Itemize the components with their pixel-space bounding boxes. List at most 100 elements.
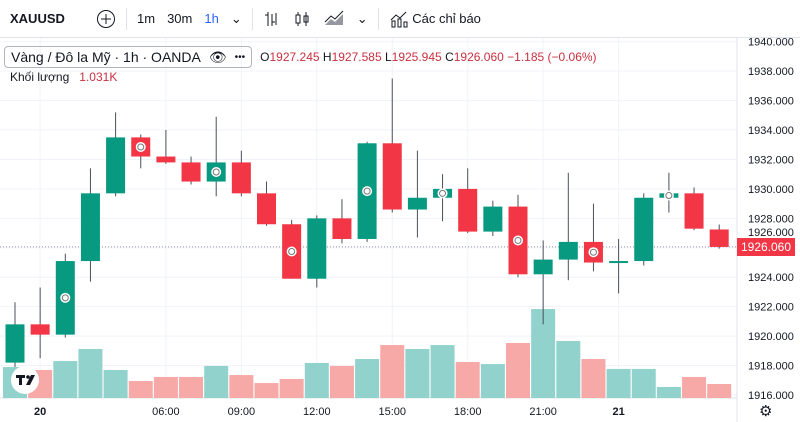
volume-bar	[682, 376, 707, 398]
volume-bar	[380, 345, 405, 398]
price-tick-label: 1936.000	[748, 96, 794, 108]
candle-bullish	[609, 261, 629, 264]
candles-style-icon[interactable]	[287, 0, 317, 38]
interval-1h[interactable]: 1h	[204, 11, 219, 26]
chart-type-chevron-down-icon[interactable]: ⌄	[356, 10, 368, 26]
event-marker-ring	[589, 248, 597, 256]
event-marker-ring	[514, 236, 522, 244]
area-style-icon[interactable]	[317, 0, 351, 38]
time-tick-label: 21	[612, 406, 624, 418]
series-title-box[interactable]: Vàng / Đô la Mỹ · 1h · OANDA 👁 •••	[4, 46, 253, 68]
ohlc-values: O1927.245 H1927.585 L1925.945 C1926.060 …	[260, 50, 596, 64]
candle-bullish	[5, 324, 25, 363]
volume-bar	[581, 359, 606, 398]
candle-bullish	[407, 197, 427, 210]
volume-bar	[128, 381, 153, 398]
time-tick-label: 09:00	[228, 406, 256, 418]
candle-bullish	[483, 206, 503, 232]
time-tick-label: 12:00	[303, 406, 331, 418]
event-marker-icon	[437, 188, 448, 199]
time-tick-label: 15:00	[378, 406, 406, 418]
divider	[251, 7, 253, 30]
volume-label: Khối lượng	[10, 70, 70, 84]
volume-bar	[707, 384, 732, 398]
indicators-icon	[390, 11, 408, 27]
series-legend: Vàng / Đô la Mỹ · 1h · OANDA 👁 ••• O1927…	[4, 46, 597, 68]
volume-bar	[78, 348, 103, 398]
price-tick-label: 1918.000	[748, 361, 794, 373]
high-value: 1927.585	[331, 50, 382, 64]
volume-bar	[153, 376, 178, 398]
change-value: −1.185 (−0.06%)	[507, 50, 597, 64]
volume-bar	[656, 387, 681, 398]
volume-bar	[631, 368, 656, 398]
open-label: O	[260, 50, 270, 64]
close-label: C	[445, 50, 454, 64]
price-tick-label: 1922.000	[748, 302, 794, 314]
event-marker-icon	[135, 141, 146, 152]
bars-style-icon[interactable]	[257, 0, 287, 38]
volume-bar	[279, 378, 304, 398]
interval-chevron-down-icon[interactable]: ⌄	[230, 10, 242, 26]
candle-bearish	[156, 156, 176, 163]
interval-1m[interactable]: 1m	[137, 11, 156, 26]
open-value: 1927.245	[269, 50, 320, 64]
eye-icon[interactable]: 👁	[208, 48, 227, 65]
volume-bar	[606, 368, 631, 398]
event-marker-ring	[665, 192, 673, 200]
price-tick-label: 1938.000	[748, 66, 794, 78]
event-marker-icon	[211, 166, 222, 177]
interval-30m[interactable]: 30m	[167, 11, 193, 26]
candle-bearish	[684, 193, 704, 229]
volume-bar	[405, 348, 430, 398]
event-marker-ring	[439, 189, 447, 197]
price-chart[interactable]: 1916.000 1918.000 1920.000 1922.000 1924.000…	[0, 38, 800, 422]
event-marker-ring	[363, 187, 371, 195]
volume-bar	[229, 375, 254, 398]
price-tick-label: 1940.000	[748, 38, 794, 49]
volume-bar	[179, 376, 204, 398]
current-price-tag: 1926.060	[737, 238, 795, 256]
volume-bar	[103, 370, 128, 398]
event-marker-ring	[288, 247, 296, 255]
low-label: L	[384, 50, 392, 64]
candle-bullish	[634, 197, 654, 262]
time-tick-label: 18:00	[454, 406, 482, 418]
candle-bearish	[30, 324, 50, 335]
symbol-search[interactable]: XAUUSD	[10, 11, 65, 26]
price-tick-label: 1932.000	[748, 154, 794, 166]
time-tick-label: 21:00	[529, 406, 557, 418]
low-value: 1925.945	[391, 50, 442, 64]
price-tick-label: 1926.000	[748, 227, 794, 239]
event-marker-ring	[137, 143, 145, 151]
price-tick-label: 1928.000	[748, 213, 794, 225]
indicators-button[interactable]: Các chỉ báo	[383, 0, 487, 38]
compare-plus-circle-icon[interactable]	[90, 0, 122, 38]
price-tick-label: 1930.000	[748, 184, 794, 196]
price-tick-label: 1924.000	[748, 272, 794, 284]
time-tick-label: 06:00	[152, 406, 180, 418]
volume-bar	[329, 365, 354, 398]
volume-bar	[204, 365, 229, 398]
volume-bar	[53, 361, 78, 398]
volume-bar	[254, 383, 279, 398]
volume-legend: Khối lượng 1.031K	[10, 70, 117, 84]
price-tick-label: 1916.000	[748, 390, 794, 402]
volume-bar	[430, 345, 455, 398]
divider	[126, 7, 127, 30]
volume-value: 1.031K	[79, 70, 118, 84]
divider	[377, 7, 379, 30]
high-label: H	[322, 50, 332, 64]
volume-bar	[556, 340, 581, 398]
candle-bullish	[558, 241, 578, 260]
candle-bearish	[181, 162, 201, 182]
more-icon[interactable]: •••	[234, 51, 246, 63]
volume-bar	[355, 359, 380, 398]
tradingview-logo-icon	[11, 366, 39, 394]
settings-gear-icon[interactable]: ⚙	[759, 403, 773, 420]
price-tick-label: 1920.000	[748, 331, 794, 343]
volume-bar	[304, 362, 329, 398]
candle-bullish	[307, 218, 327, 279]
candle-bullish	[106, 137, 126, 194]
candle-bearish	[709, 229, 729, 247]
